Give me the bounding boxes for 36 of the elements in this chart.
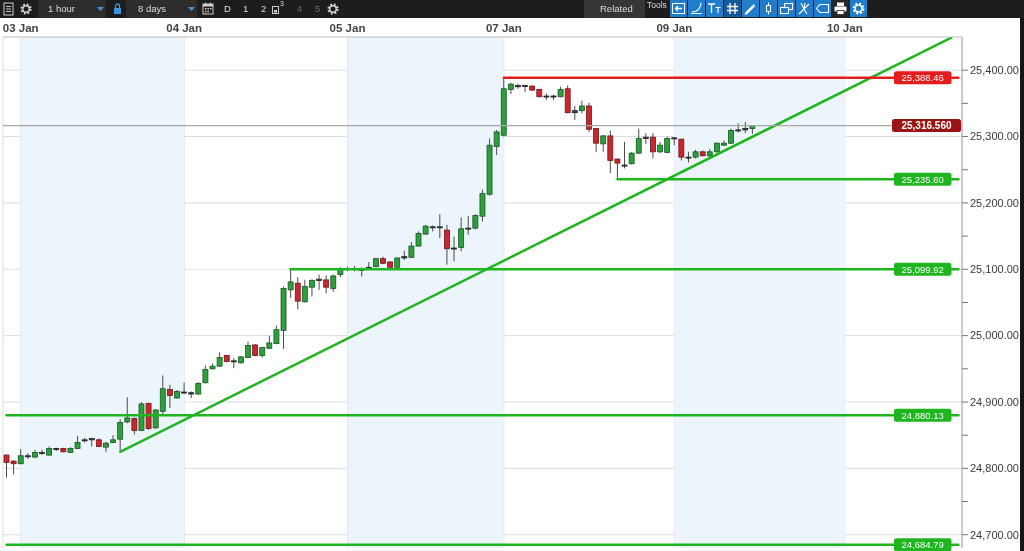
data-label: 25,235.60 bbox=[901, 173, 944, 185]
text: 2 bbox=[260, 2, 268, 16]
text: 1 bbox=[242, 2, 250, 16]
ref-line-label: 25,316.560 bbox=[901, 120, 952, 132]
y-tick-label: 25,100.00 bbox=[970, 263, 1019, 276]
y-tick-label: 24,900.00 bbox=[970, 395, 1019, 408]
data-label: 25,099.92 bbox=[901, 263, 944, 275]
candlestick bbox=[166, 384, 173, 409]
text: 4 bbox=[296, 2, 304, 16]
y-tick-label: 24,800.00 bbox=[970, 462, 1019, 475]
candlestick bbox=[465, 215, 472, 236]
candlestick bbox=[316, 274, 322, 291]
candlestick bbox=[39, 449, 45, 456]
candlestick bbox=[294, 276, 301, 310]
y-tick-label: 25,300.00 bbox=[970, 130, 1019, 143]
text: 8 days bbox=[126, 0, 186, 18]
text: Tools bbox=[646, 0, 668, 12]
y-tick-label: 24,700.00 bbox=[970, 528, 1019, 541]
text: 5 bbox=[314, 2, 322, 16]
text: 1 hour bbox=[38, 0, 95, 18]
candlestick bbox=[451, 236, 457, 262]
x-tick-label: 05 Jan bbox=[329, 21, 366, 34]
text: Related bbox=[584, 0, 645, 18]
text: D bbox=[223, 2, 232, 16]
x-tick-label: 10 Jan bbox=[826, 21, 863, 34]
data-label: 24,880.13 bbox=[901, 409, 944, 421]
x-tick-label: 04 Jan bbox=[166, 21, 203, 34]
data-label: 24,684.79 bbox=[901, 539, 944, 551]
x-tick-label: 09 Jan bbox=[656, 21, 693, 34]
y-tick-label: 25,000.00 bbox=[970, 329, 1019, 342]
x-tick-label: 03 Jan bbox=[2, 21, 39, 34]
data-label: 25,388.46 bbox=[901, 72, 944, 84]
y-tick-label: 25,400.00 bbox=[970, 64, 1019, 77]
candlestick bbox=[621, 141, 628, 169]
y-tick-label: 25,200.00 bbox=[970, 196, 1019, 209]
x-tick-label: 07 Jan bbox=[485, 21, 522, 34]
